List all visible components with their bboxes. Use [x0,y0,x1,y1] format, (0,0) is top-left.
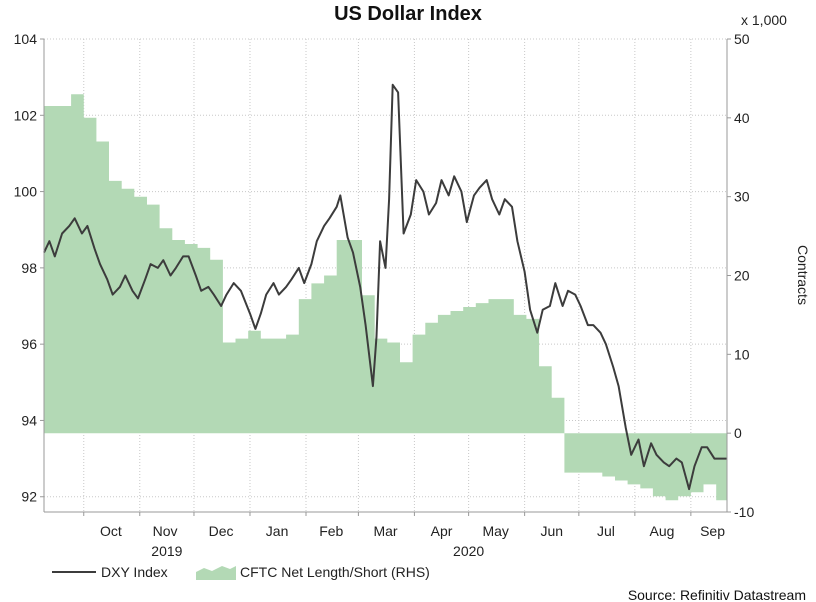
right-tick-label: 50 [734,31,750,47]
x-tick-label: Dec [209,523,234,539]
left-tick-label: 104 [14,31,38,47]
left-tick-label: 92 [21,489,37,505]
x-tick-label: Sep [700,523,725,539]
left-tick-label: 98 [21,260,37,276]
right-tick-label: 0 [734,425,742,441]
x-tick-label: May [482,523,508,539]
left-tick-label: 96 [21,336,37,352]
legend-label-dxy: DXY Index [101,564,168,580]
right-axis-label: Contracts [795,245,811,305]
right-tick-label: 30 [734,189,750,205]
x-tick-label: Feb [319,523,343,539]
right-tick-label: 10 [734,346,750,362]
x-tick-label: Jan [266,523,289,539]
series-cftc-area [44,94,727,501]
x-tick-label: Oct [100,523,122,539]
right-tick-label: -10 [734,504,754,520]
x-tick-label: Jun [540,523,563,539]
x-year-label: 2020 [453,543,484,559]
line-layer [43,83,727,491]
legend: DXY Index CFTC Net Length/Short (RHS) [52,564,430,580]
legend-label-cftc: CFTC Net Length/Short (RHS) [240,564,430,580]
right-tick-label: 40 [734,110,750,126]
axis-layer: 92 94 96 98 100 102 104 -10 0 10 20 30 40 50 Oct Nov Dec… [14,31,755,559]
x-tick-label: Aug [649,523,674,539]
series-dxy-line [43,83,727,491]
right-axis-unit: x 1,000 [741,12,787,28]
x-tick-label: Nov [153,523,178,539]
legend-swatch-cftc [196,566,236,580]
left-tick-label: 102 [14,107,38,123]
x-tick-label: Mar [373,523,397,539]
area-layer [44,94,727,501]
source-note: Source: Refinitiv Datastream [628,587,806,602]
right-tick-label: 20 [734,268,750,284]
left-tick-label: 94 [21,412,37,428]
x-tick-label: Apr [431,523,453,539]
grid-layer [44,38,727,512]
chart-title: US Dollar Index [334,3,482,25]
x-year-label: 2019 [151,543,182,559]
x-tick-label: Jul [597,523,615,539]
left-tick-label: 100 [14,184,38,200]
